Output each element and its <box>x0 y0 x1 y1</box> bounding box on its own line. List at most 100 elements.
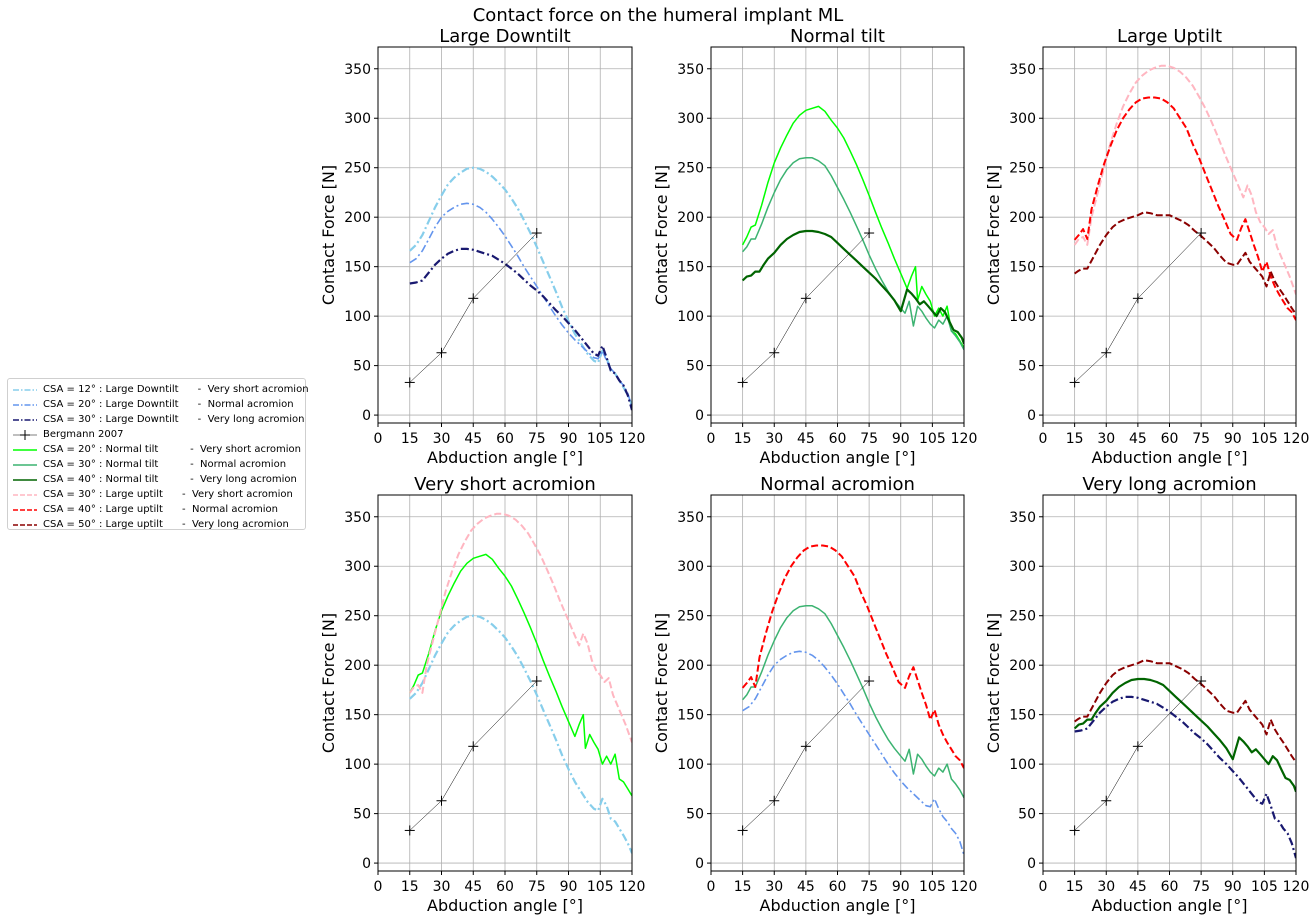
y-axis-label: Contact Force [N] <box>319 165 338 305</box>
subplot-3: 0 15 30 45 60 75 90 105 120 0 50 100 150 200 250 300 350… <box>984 26 1309 467</box>
series-group <box>741 105 964 383</box>
legend: CSA = 12° : Large Downtilt - Very short … <box>7 378 309 530</box>
legend-swatch <box>13 523 37 526</box>
y-tick-label: 250 <box>1009 609 1036 625</box>
series-line <box>409 553 632 797</box>
x-tick-label: 75 <box>860 879 878 895</box>
series-line <box>1073 677 1296 793</box>
x-tick-label: 15 <box>734 879 752 895</box>
series-line <box>742 232 870 383</box>
y-tick-label: 50 <box>686 807 704 823</box>
y-tick-label: 150 <box>1009 260 1036 276</box>
data-marker <box>1132 741 1143 752</box>
data-marker <box>436 795 447 806</box>
y-tick-label: 50 <box>686 359 704 375</box>
y-tick-label: 300 <box>344 559 371 575</box>
series-line <box>1074 211 1296 315</box>
series-line <box>1074 680 1202 831</box>
legend-swatch <box>13 429 37 440</box>
x-tick-label: 45 <box>464 879 482 895</box>
subplot-title: Large Downtilt <box>439 26 570 47</box>
series-group <box>1073 64 1296 383</box>
data-marker <box>468 293 479 304</box>
grid <box>377 47 633 423</box>
y-tick-label: 200 <box>677 210 704 226</box>
y-tick-label: 50 <box>353 359 371 375</box>
data-marker <box>864 676 875 687</box>
legend-entry: CSA = 30° : Normal tilt - Normal acromio… <box>12 457 305 472</box>
y-tick-label: 150 <box>344 708 371 724</box>
y-tick-label: 300 <box>344 111 371 127</box>
data-marker <box>531 676 542 687</box>
data-marker <box>468 741 479 752</box>
x-tick-label: 45 <box>464 431 482 447</box>
legend-swatch <box>13 403 37 406</box>
legend-entry: CSA = 40° : Normal tilt - Very long acro… <box>12 472 305 487</box>
y-tick-label: 300 <box>677 559 704 575</box>
legend-entry: CSA = 20° : Normal tilt - Very short acr… <box>12 442 305 457</box>
data-marker <box>1132 293 1143 304</box>
series-group <box>409 166 632 411</box>
y-tick-label: 250 <box>677 609 704 625</box>
legend-swatch <box>13 448 37 451</box>
y-tick-label: 50 <box>353 807 371 823</box>
x-tick-label: 30 <box>1097 879 1115 895</box>
y-tick-label: 300 <box>677 111 704 127</box>
subplot-title: Very long acromion <box>1082 474 1256 495</box>
legend-label: CSA = 30° : Large Downtilt - Very long a… <box>43 414 305 425</box>
legend-label: CSA = 50° : Large uptilt - Very long acr… <box>43 519 289 530</box>
series-line <box>1073 96 1296 321</box>
data-marker <box>1101 347 1112 358</box>
y-tick-label: 350 <box>1009 62 1036 78</box>
subplot-5: 0 15 30 45 60 75 90 105 120 0 50 100 150 200 250 300 350… <box>652 474 977 915</box>
x-tick-label: 60 <box>829 879 847 895</box>
y-tick-label: 300 <box>1009 559 1036 575</box>
x-tick-label: 45 <box>797 879 815 895</box>
x-tick-label: 120 <box>951 879 978 895</box>
grid <box>1042 47 1297 423</box>
data-marker <box>769 795 780 806</box>
legend-swatch <box>13 388 37 391</box>
legend-swatch <box>13 493 37 496</box>
y-axis-label: Contact Force [N] <box>984 613 1003 753</box>
y-tick-label: 0 <box>1027 856 1036 872</box>
grid <box>710 47 965 423</box>
x-tick-label: 90 <box>1224 431 1242 447</box>
x-tick-label: 90 <box>1224 879 1242 895</box>
y-axis-label: Contact Force [N] <box>652 613 671 753</box>
x-tick-label: 105 <box>587 879 614 895</box>
x-tick-label: 75 <box>528 431 546 447</box>
grid <box>377 495 633 871</box>
series-line <box>741 105 964 349</box>
x-tick-label: 90 <box>892 431 910 447</box>
x-axis-label: Abduction angle [°] <box>427 896 583 915</box>
x-tick-label: 105 <box>919 879 946 895</box>
series-line <box>409 680 537 831</box>
y-tick-label: 50 <box>1018 807 1036 823</box>
x-tick-label: 45 <box>1129 879 1147 895</box>
x-tick-label: 75 <box>860 431 878 447</box>
x-tick-label: 0 <box>374 879 383 895</box>
grid <box>1042 495 1297 871</box>
series-group <box>741 544 964 856</box>
legend-entry: CSA = 30° : Large uptilt - Very short ac… <box>12 487 305 502</box>
y-tick-label: 0 <box>695 408 704 424</box>
x-tick-label: 45 <box>797 431 815 447</box>
x-axis-label: Abduction angle [°] <box>760 448 916 467</box>
subplot-4: 0 15 30 45 60 75 90 105 120 0 50 100 150 200 250 300 350… <box>319 474 645 915</box>
legend-label: Bergmann 2007 <box>43 429 124 440</box>
data-marker <box>737 377 748 388</box>
y-tick-label: 350 <box>344 62 371 78</box>
y-axis-label: Contact Force [N] <box>652 165 671 305</box>
y-tick-label: 200 <box>344 658 371 674</box>
y-tick-label: 0 <box>1027 408 1036 424</box>
x-tick-label: 90 <box>892 879 910 895</box>
x-tick-label: 75 <box>528 879 546 895</box>
y-tick-label: 200 <box>677 658 704 674</box>
subplot-title: Large Uptilt <box>1117 26 1222 47</box>
x-tick-label: 15 <box>401 879 419 895</box>
legend-label: CSA = 20° : Normal tilt - Very short acr… <box>43 444 301 455</box>
data-marker <box>1196 228 1207 239</box>
x-tick-label: 105 <box>587 431 614 447</box>
y-tick-label: 0 <box>362 856 371 872</box>
